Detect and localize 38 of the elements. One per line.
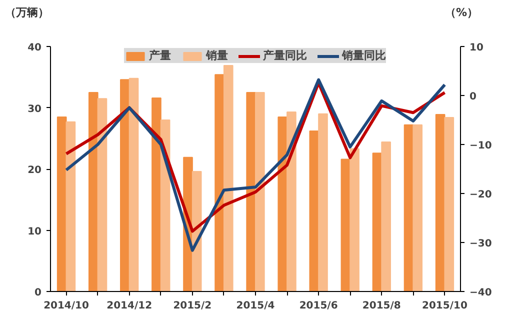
y2-tick-label: −20 [470,190,492,200]
bar [286,112,296,292]
x-tick-label: 2015/2 [173,300,212,312]
y2-tick-label: 10 [470,42,484,54]
y2-tick-label: −40 [470,288,492,298]
x-tick-label: 2015/8 [362,300,401,312]
y-axis-title: （万辆） [5,5,49,21]
y2-tick-label: 0 [470,92,476,102]
bar [318,113,328,292]
y-tick-label: 20 [28,165,42,176]
y-tick-label: 40 [28,42,42,54]
legend-label: 产量 [149,48,171,63]
bar [192,170,202,292]
y-tick-label: 0 [34,288,42,298]
x-tick-label: 2015/10 [422,300,468,312]
legend-label: 销量 [206,48,228,63]
x-tick-label: 2014/12 [106,300,152,312]
y-tick-label: 10 [28,226,42,238]
x-tick-label: 2015/4 [236,300,275,312]
legend-label: 产量同比 [263,48,307,63]
bar [412,124,423,292]
y-tick-label: 30 [28,104,42,115]
bar [97,98,108,292]
bar [350,148,360,292]
bar [56,116,67,292]
bar [381,142,391,292]
bar [223,64,234,292]
bar [444,117,454,292]
x-tick-label: 2015/6 [299,300,338,312]
bar [309,130,320,292]
y2-tick-label: −10 [470,140,492,152]
x-tick-label: 2014/10 [44,300,90,312]
bar [255,92,265,292]
bar [128,78,139,292]
bar [66,121,76,292]
y2-tick-label: −30 [470,238,492,250]
y2-axis-title: （%） [445,5,478,21]
legend-label: 销量同比 [342,48,386,63]
